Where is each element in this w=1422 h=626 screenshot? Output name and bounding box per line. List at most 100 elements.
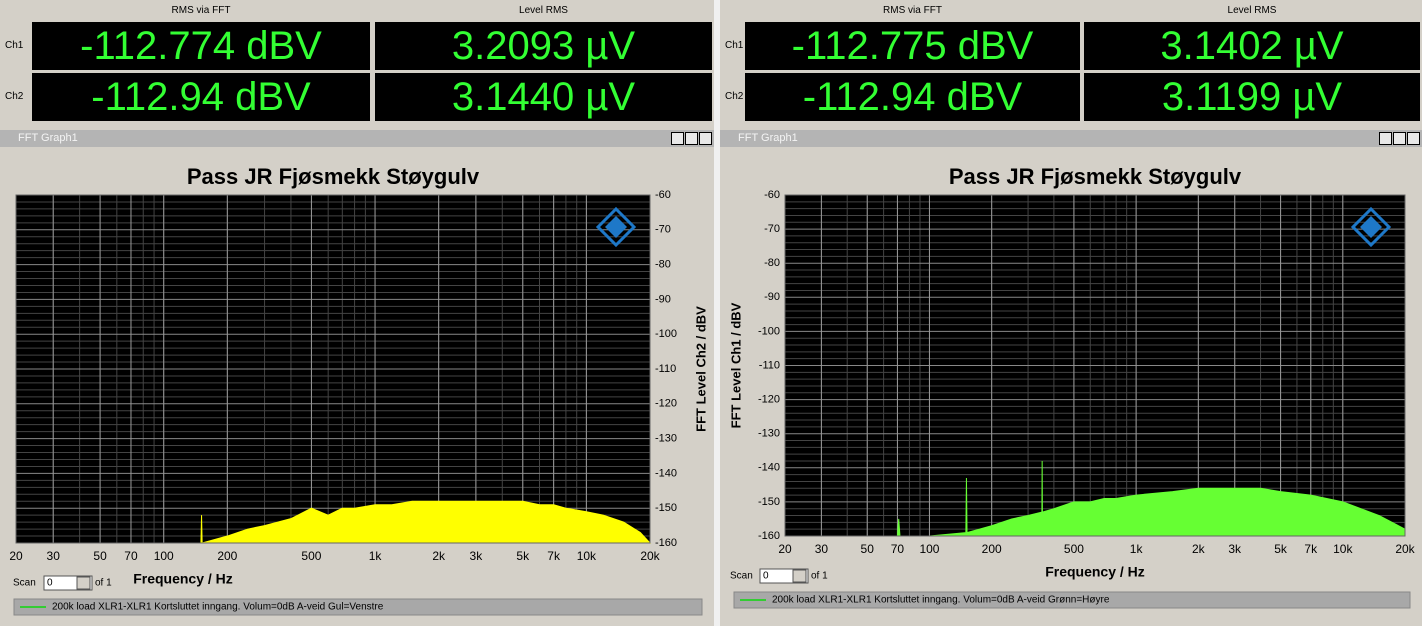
x-tick-label: 200 <box>217 549 237 563</box>
x-tick-label: 500 <box>301 549 321 563</box>
meter-header: Level RMS <box>519 5 568 16</box>
x-tick-label: 1k <box>369 549 383 563</box>
x-tick-label: 3k <box>470 549 484 563</box>
y-tick-label: -100 <box>758 325 780 337</box>
x-tick-label: 3k <box>1228 542 1242 556</box>
logo <box>1350 206 1392 248</box>
window-buttons <box>671 132 712 145</box>
x-tick-label: 70 <box>891 542 905 556</box>
scan-label: Scan <box>730 571 753 582</box>
plot-border <box>15 194 651 544</box>
channel-label: Ch2 <box>725 91 744 102</box>
scan-value: 0 <box>47 578 53 589</box>
x-tick-label: 7k <box>547 549 561 563</box>
x-tick-label: 70 <box>124 549 138 563</box>
x-tick-label: 500 <box>1064 542 1084 556</box>
y-tick-label: -140 <box>655 467 677 479</box>
logo <box>595 206 637 248</box>
y-tick-label: -90 <box>764 291 780 303</box>
panel: RMS via FFT Level RMS Ch1 -112.775 dBV 3.140… <box>720 0 1422 626</box>
window-button[interactable] <box>1393 132 1406 145</box>
x-tick-label: 200 <box>982 542 1002 556</box>
x-tick-label: 2k <box>1192 542 1206 556</box>
channel-label: Ch1 <box>725 40 744 51</box>
x-tick-label: 100 <box>154 549 174 563</box>
x-tick-label: 5k <box>516 549 530 563</box>
window-button[interactable] <box>685 132 698 145</box>
legend-bar <box>13 598 703 616</box>
x-tick-label: 20 <box>9 549 23 563</box>
window-title: FFT Graph1 <box>720 130 1422 147</box>
legend-bar <box>733 591 1411 609</box>
logo <box>1360 216 1382 238</box>
scan-of: of 1 <box>95 578 112 589</box>
window-button[interactable] <box>1407 132 1420 145</box>
x-tick-label: 2k <box>432 549 446 563</box>
meter-header: RMS via FFT <box>171 5 231 16</box>
legend-text: 200k load XLR1-XLR1 Kortsluttet inngang.… <box>52 602 384 613</box>
meter-value: 3.1440 µV <box>375 73 712 121</box>
meter-header: Level RMS <box>1227 5 1277 16</box>
y-tick-label: -60 <box>764 189 780 201</box>
y-tick-label: -130 <box>758 428 780 440</box>
scan-of: of 1 <box>811 571 828 582</box>
y-axis-label: FFT Level Ch1 / dBV <box>728 302 743 428</box>
scan-label: Scan <box>13 578 36 589</box>
channel-label: Ch1 <box>5 40 24 51</box>
chart-title: Pass JR Fjøsmekk Støygulv <box>187 164 480 189</box>
y-tick-label: -90 <box>655 293 671 305</box>
y-tick-label: -160 <box>758 530 780 542</box>
y-tick-label: -130 <box>655 433 677 445</box>
x-tick-label: 20 <box>778 542 792 556</box>
y-tick-label: -150 <box>758 496 780 508</box>
y-tick-label: -100 <box>655 328 677 340</box>
window-title: FFT Graph1 <box>0 130 714 147</box>
x-tick-label: 50 <box>93 549 107 563</box>
y-tick-label: -70 <box>655 224 671 236</box>
spectrum-area <box>785 460 1406 537</box>
logo <box>605 216 627 238</box>
y-tick-label: -110 <box>655 363 676 375</box>
y-tick-label: -70 <box>764 223 780 235</box>
x-tick-label: 20k <box>1395 542 1415 556</box>
chart: Pass JR Fjøsmekk Støygulv -60 -70 -80 -90 -10… <box>728 164 1416 609</box>
y-tick-label: -160 <box>655 537 677 549</box>
y-tick-label: -60 <box>655 189 671 201</box>
window-button[interactable] <box>671 132 684 145</box>
meter-value: 3.1402 µV <box>1084 22 1420 70</box>
scan-dropdown <box>76 576 91 590</box>
x-tick-label: 30 <box>815 542 829 556</box>
y-tick-label: -150 <box>655 502 677 514</box>
channel-label: Ch2 <box>5 91 24 102</box>
window-buttons <box>1379 132 1420 145</box>
panel: RMS via FFT Level RMS Ch1 -112.774 dBV 3.209… <box>0 0 714 626</box>
y-tick-label: -110 <box>759 359 780 371</box>
meter-value: -112.774 dBV <box>32 22 370 70</box>
y-tick-label: -120 <box>758 394 780 406</box>
y-tick-label: -80 <box>764 257 780 269</box>
x-axis-label: Frequency / Hz <box>1045 564 1145 580</box>
scan-dropdown <box>792 569 807 583</box>
plot-border <box>784 194 1406 537</box>
x-axis-label: Frequency / Hz <box>133 571 233 587</box>
y-axis-label: FFT Level Ch2 / dBV <box>693 306 708 432</box>
x-tick-label: 50 <box>861 542 875 556</box>
meter-value: -112.94 dBV <box>745 73 1080 121</box>
y-tick-label: -140 <box>758 462 780 474</box>
window-button[interactable] <box>699 132 712 145</box>
legend-text: 200k load XLR1-XLR1 Kortsluttet inngang.… <box>772 595 1110 606</box>
x-tick-label: 10k <box>1333 542 1353 556</box>
meter-value: -112.94 dBV <box>32 73 370 121</box>
meter-header: RMS via FFT <box>883 5 942 16</box>
chart: Pass JR Fjøsmekk Støygulv -60 -70 -80 -90 -10… <box>9 164 708 616</box>
x-tick-label: 7k <box>1304 542 1318 556</box>
window-button[interactable] <box>1379 132 1392 145</box>
chart-title: Pass JR Fjøsmekk Støygulv <box>949 164 1242 189</box>
y-tick-label: -120 <box>655 398 677 410</box>
x-tick-label: 10k <box>577 549 597 563</box>
meter-value: 3.2093 µV <box>375 22 712 70</box>
x-tick-label: 1k <box>1130 542 1144 556</box>
meter-value: -112.775 dBV <box>745 22 1080 70</box>
x-tick-label: 20k <box>640 549 660 563</box>
